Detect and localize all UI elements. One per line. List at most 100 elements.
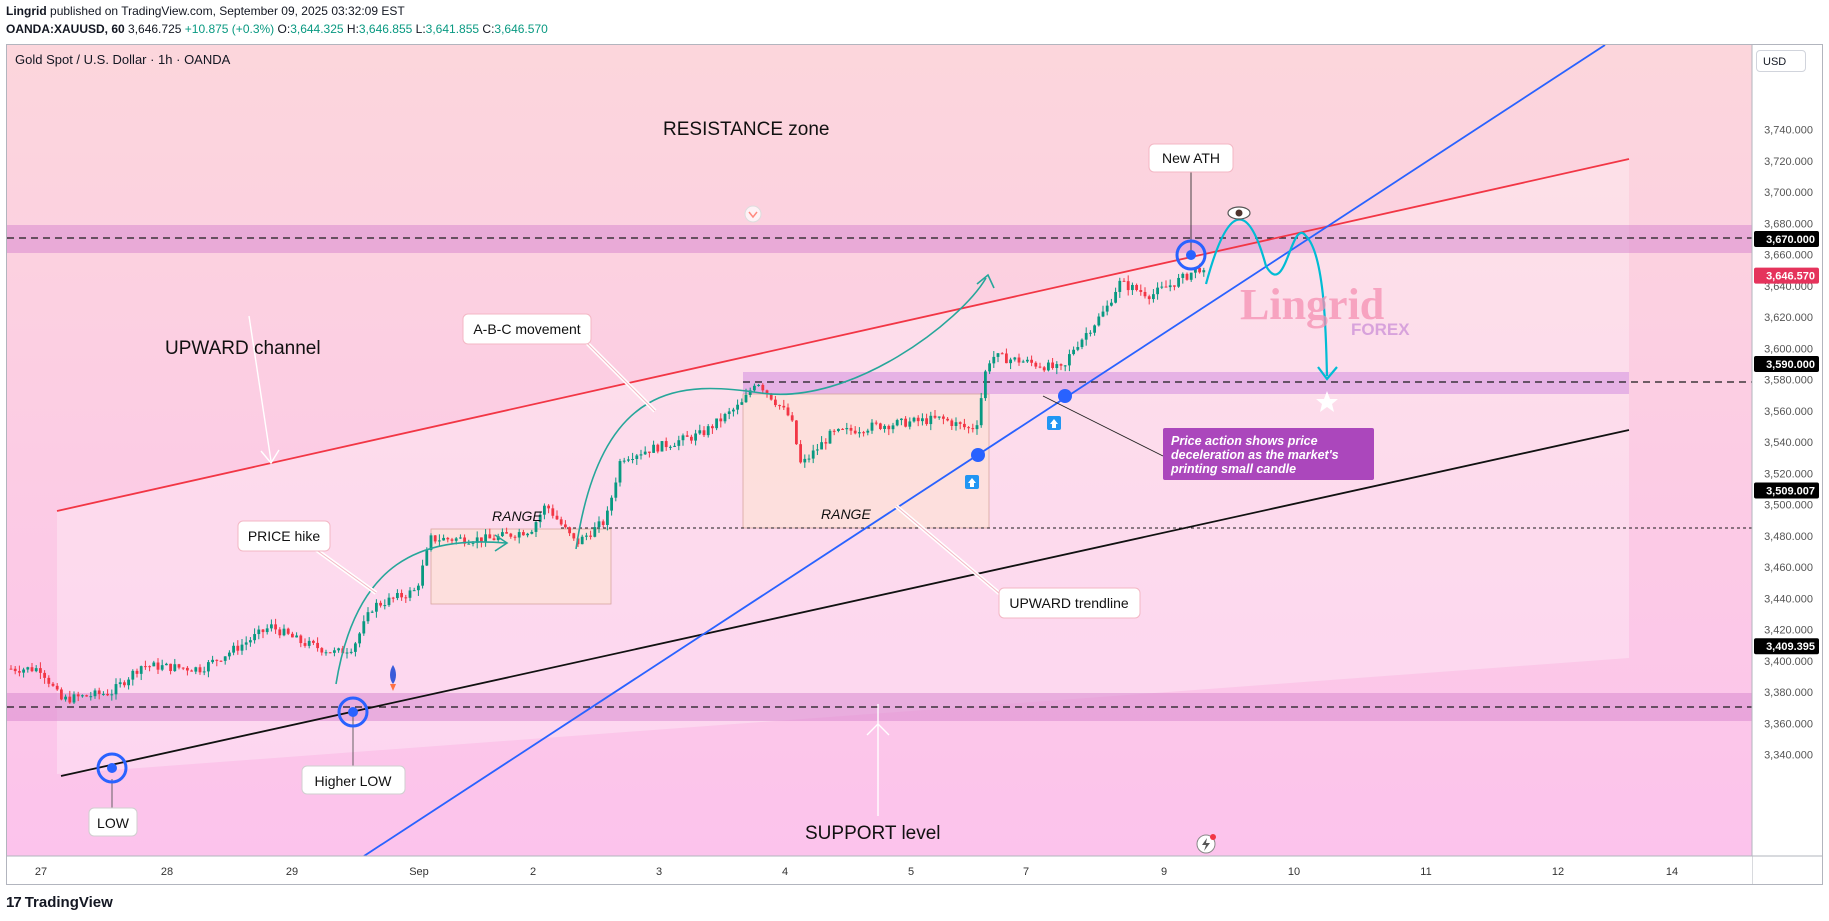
candle-body <box>1051 362 1054 368</box>
time-axis-label: 28 <box>161 866 173 878</box>
svg-text:A-B-C movement: A-B-C movement <box>473 321 580 337</box>
lightning-icon[interactable] <box>1196 834 1216 854</box>
candle-body <box>320 648 324 653</box>
upward-channel-label: UPWARD channel <box>165 338 321 359</box>
candle-body <box>484 534 487 543</box>
candle-body <box>711 426 714 429</box>
price-badge-label: 3,509.007 <box>1766 486 1815 498</box>
candle-body <box>9 668 13 670</box>
download-arrow-icon <box>744 205 762 223</box>
time-axis-label: 12 <box>1552 866 1564 878</box>
candle-body <box>81 695 84 697</box>
price-tick-label: 3,480.000 <box>1764 531 1813 543</box>
candle-body <box>139 666 143 674</box>
candle-body <box>1110 302 1113 306</box>
low-label: L: <box>415 22 426 36</box>
candle-body <box>156 662 160 670</box>
candle-body <box>152 662 156 667</box>
price-tick-label: 3,640.000 <box>1764 281 1813 293</box>
price-hike-callout: PRICE hike <box>237 520 378 595</box>
candle-body <box>1097 316 1101 326</box>
author-name: Lingrid <box>6 4 47 18</box>
higher-low-marker-ring <box>337 696 369 728</box>
price-tick-label: 3,620.000 <box>1764 312 1813 324</box>
open-value: 3,644.325 <box>290 22 344 36</box>
time-axis-label: 4 <box>782 866 788 878</box>
candle-body <box>1005 353 1008 364</box>
time-axis-label: 29 <box>286 866 298 878</box>
candle-body <box>559 519 563 525</box>
price-tick-label: 3,440.000 <box>1764 593 1813 605</box>
candle-body <box>946 418 949 421</box>
candle-body <box>433 535 437 542</box>
candle-body <box>60 689 63 700</box>
candle-body <box>358 633 361 644</box>
price-tick-label: 3,680.000 <box>1764 218 1813 230</box>
candle-body <box>253 634 256 641</box>
candle-body <box>324 652 328 654</box>
time-axis-label: 11 <box>1420 866 1431 878</box>
candle-body <box>303 643 307 646</box>
range-box-2 <box>742 393 990 529</box>
candle-body <box>799 444 802 463</box>
candle-body <box>610 497 613 511</box>
candle-body <box>1135 284 1138 291</box>
candle-body <box>278 629 282 636</box>
chart-canvas[interactable]: Lingrid FOREX RESISTANCE zone UPWARD cha… <box>7 45 1823 885</box>
time-axis[interactable] <box>7 856 1752 885</box>
candle-body <box>538 514 542 523</box>
candle-body <box>1084 333 1088 340</box>
price-tick-label: 3,420.000 <box>1764 625 1813 637</box>
candle-body <box>127 679 130 686</box>
candle-body <box>1189 272 1193 280</box>
candle-body <box>702 430 706 436</box>
candle-body <box>362 621 366 634</box>
abc-callout: A-B-C movement <box>462 313 657 413</box>
candle-body <box>614 482 618 498</box>
time-axis-label: 3 <box>656 866 662 878</box>
chart-frame[interactable]: Lingrid FOREX RESISTANCE zone UPWARD cha… <box>6 44 1823 885</box>
candle-body <box>526 533 529 536</box>
candle-body <box>244 642 248 645</box>
candle-body <box>257 629 261 635</box>
candle-body <box>942 416 945 419</box>
low-value: 3,641.855 <box>425 22 480 36</box>
candle-body <box>1164 286 1168 288</box>
price-badge-label: 3,646.570 <box>1766 271 1815 283</box>
price-tick-label: 3,700.000 <box>1764 187 1813 199</box>
candle-body <box>190 670 193 672</box>
candle-body <box>1131 284 1134 291</box>
candle-body <box>148 666 151 668</box>
higher-low-callout: Higher LOW <box>301 765 406 795</box>
candle-body <box>1021 361 1025 363</box>
candle-body <box>648 451 651 453</box>
candle-body <box>1122 280 1126 282</box>
candle-body <box>967 427 970 429</box>
candle-body <box>454 538 458 541</box>
candle-body <box>568 527 571 534</box>
candle-body <box>328 652 332 654</box>
price-axis[interactable] <box>1752 45 1823 856</box>
range-label-2: RANGE <box>821 506 871 522</box>
candle-body <box>908 421 912 427</box>
candle-body <box>1093 325 1096 333</box>
candle-body <box>551 508 555 516</box>
candle-body <box>396 592 399 599</box>
candle-body <box>337 648 340 651</box>
tradingview-logo[interactable]: 17 TradingView <box>6 894 113 911</box>
currency-button[interactable]: USD <box>1756 50 1806 72</box>
candle-body <box>744 394 748 403</box>
candle-body <box>895 420 899 426</box>
price-badge <box>1754 638 1819 655</box>
candle-body <box>534 522 538 532</box>
rocket-icon <box>390 665 396 691</box>
candle-body <box>501 532 504 537</box>
candle-body <box>1168 285 1172 288</box>
watermark-logo: Lingrid <box>1240 280 1384 329</box>
candle-body <box>694 433 697 441</box>
candle-body <box>597 521 601 528</box>
svg-text:printing small candle: printing small candle <box>1170 462 1296 476</box>
candle-body <box>194 667 198 672</box>
candle-body <box>543 505 546 515</box>
price-tick-label: 3,380.000 <box>1764 687 1813 699</box>
